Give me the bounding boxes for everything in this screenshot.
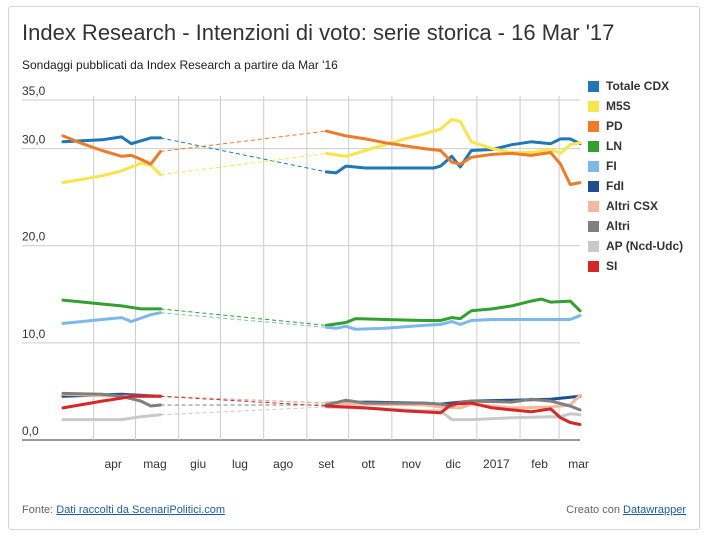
legend-item[interactable]: AP (Ncd-Udc) bbox=[588, 236, 683, 256]
legend-swatch bbox=[588, 260, 599, 272]
y-tick-label: 10,0 bbox=[22, 327, 46, 341]
legend-label: FI bbox=[606, 159, 617, 173]
series-line-altri bbox=[61, 391, 162, 408]
series-line-ln bbox=[61, 298, 162, 311]
x-tick-label: mar bbox=[568, 457, 589, 471]
legend: Totale CDX M5S PD LN FI FdI Altri CSX Altri AP (… bbox=[588, 76, 683, 276]
legend-item[interactable]: Altri CSX bbox=[588, 196, 683, 216]
x-axis-ticks: apr mag giu lug ago set ott nov dic 2017 feb mar bbox=[104, 457, 588, 471]
x-tick-label: ago bbox=[273, 457, 293, 471]
x-tick-label: mag bbox=[143, 457, 166, 471]
series-line-ap-ncd-udc- bbox=[61, 413, 162, 422]
series-line-fi bbox=[324, 314, 582, 331]
gap-connectors bbox=[160, 130, 327, 416]
series-lines bbox=[61, 117, 582, 426]
series-line-fi bbox=[61, 311, 162, 325]
series-line-altri bbox=[324, 397, 582, 412]
legend-label: FdI bbox=[606, 179, 624, 193]
legend-swatch bbox=[588, 180, 599, 192]
legend-swatch bbox=[588, 240, 599, 252]
y-tick-label: 0,0 bbox=[22, 424, 39, 438]
series-line-si bbox=[61, 394, 162, 410]
series-gap-connector bbox=[160, 312, 327, 328]
gridlines bbox=[22, 96, 580, 441]
credit-note: Creato con Datawrapper bbox=[566, 504, 686, 516]
legend-item[interactable]: Totale CDX bbox=[588, 76, 683, 96]
chart-title: Index Research - Intenzioni di voto: ser… bbox=[22, 20, 615, 45]
legend-swatch bbox=[588, 120, 599, 132]
source-note: Fonte: Dati raccolti da ScenariPolitici.… bbox=[22, 504, 225, 516]
datawrapper-link[interactable]: Datawrapper bbox=[623, 504, 686, 516]
series-line-m5s bbox=[324, 117, 582, 158]
legend-item[interactable]: FI bbox=[588, 156, 683, 176]
series-gap-connector bbox=[160, 152, 327, 176]
source-link[interactable]: Dati raccolti da ScenariPolitici.com bbox=[56, 504, 225, 516]
series-line-pd bbox=[324, 129, 582, 186]
series-line-totale-cdx bbox=[61, 135, 162, 146]
legend-label: Totale CDX bbox=[606, 79, 670, 93]
series-line-ln bbox=[324, 297, 582, 327]
legend-item[interactable]: M5S bbox=[588, 96, 683, 116]
legend-label: M5S bbox=[606, 99, 631, 113]
source-prefix: Fonte: bbox=[22, 504, 54, 516]
legend-label: Altri bbox=[606, 219, 630, 233]
legend-swatch bbox=[588, 140, 599, 152]
legend-swatch bbox=[588, 160, 599, 172]
legend-label: AP (Ncd-Udc) bbox=[606, 239, 684, 253]
x-tick-label: feb bbox=[531, 457, 548, 471]
series-gap-connector bbox=[160, 137, 327, 173]
chart-card bbox=[8, 6, 700, 530]
legend-swatch bbox=[588, 200, 599, 212]
x-tick-label: apr bbox=[104, 457, 121, 471]
legend-swatch bbox=[588, 220, 599, 232]
legend-label: LN bbox=[606, 139, 622, 153]
y-axis-ticks: 0,0 10,0 20,0 30,0 35,0 bbox=[22, 84, 46, 438]
line-chart: 0,0 10,0 20,0 30,0 35,0 apr mag giu lug ago set ot… bbox=[22, 84, 589, 471]
legend-item[interactable]: PD bbox=[588, 116, 683, 136]
series-line-pd bbox=[61, 134, 162, 166]
x-tick-label: giu bbox=[190, 457, 206, 471]
legend-item[interactable]: FdI bbox=[588, 176, 683, 196]
series-line-m5s bbox=[61, 161, 162, 185]
x-tick-label: lug bbox=[232, 457, 248, 471]
legend-label: SI bbox=[606, 259, 618, 273]
chart-subtitle: Sondaggi pubblicati da Index Research a … bbox=[22, 58, 338, 72]
legend-label: PD bbox=[606, 119, 623, 133]
series-line-si bbox=[324, 401, 582, 426]
y-tick-label: 30,0 bbox=[22, 133, 46, 147]
x-tick-label: dic bbox=[446, 457, 461, 471]
legend-item[interactable]: SI bbox=[588, 256, 683, 276]
y-tick-label: 20,0 bbox=[22, 230, 46, 244]
x-tick-label: nov bbox=[402, 457, 421, 471]
series-gap-connector bbox=[160, 406, 327, 416]
legend-item[interactable]: Altri bbox=[588, 216, 683, 236]
credit-prefix: Creato con bbox=[566, 504, 620, 516]
y-tick-label: 35,0 bbox=[22, 84, 46, 98]
x-tick-label: set bbox=[318, 457, 335, 471]
legend-swatch bbox=[588, 100, 599, 112]
legend-item[interactable]: LN bbox=[588, 136, 683, 156]
series-line-totale-cdx bbox=[324, 137, 582, 175]
x-tick-label: 2017 bbox=[483, 457, 510, 471]
x-tick-label: ott bbox=[362, 457, 376, 471]
legend-label: Altri CSX bbox=[606, 199, 659, 213]
series-gap-connector bbox=[160, 308, 327, 326]
legend-swatch bbox=[588, 80, 599, 92]
